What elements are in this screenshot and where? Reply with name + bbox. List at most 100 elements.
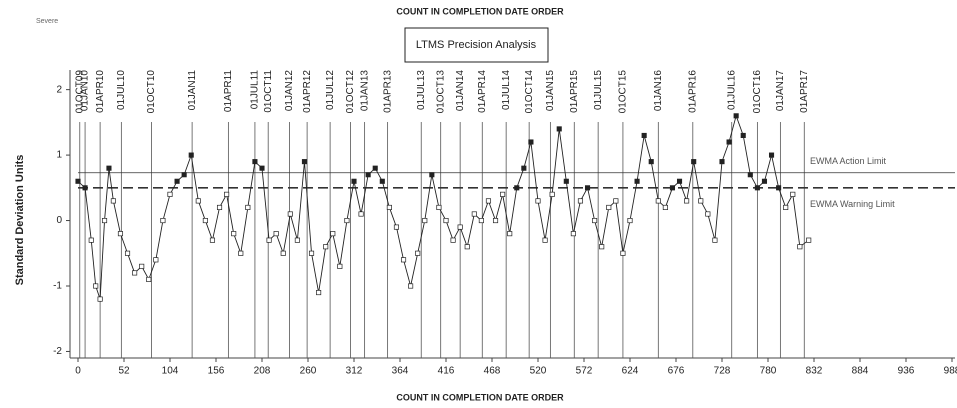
point	[606, 204, 612, 211]
series-line	[77, 114, 809, 300]
point	[514, 185, 520, 191]
point	[457, 224, 463, 230]
point	[662, 204, 668, 211]
point	[471, 211, 477, 217]
point	[691, 159, 697, 165]
date-label: 01APR13	[382, 70, 393, 113]
point	[216, 204, 223, 211]
point	[790, 191, 796, 197]
date-label: 01JAN17	[775, 70, 786, 112]
point	[507, 231, 513, 237]
y-tick-label: -2	[53, 346, 62, 357]
point	[372, 165, 378, 171]
point	[627, 217, 633, 224]
x-tick-label: 52	[118, 366, 130, 377]
point	[82, 185, 88, 191]
point	[500, 191, 506, 197]
point	[386, 204, 392, 211]
date-label: 01OCT13	[435, 70, 446, 114]
point	[415, 250, 421, 256]
date-label: 01OCT12	[345, 70, 356, 114]
x-tick-label: 728	[714, 366, 731, 377]
date-label: 01JUL16	[726, 70, 737, 110]
point	[160, 217, 166, 224]
point	[450, 237, 456, 243]
point	[330, 231, 336, 237]
date-label: 01JAN11	[187, 70, 198, 111]
reference-label: EWMA Action Limit	[810, 156, 887, 166]
point	[379, 178, 385, 184]
point	[400, 257, 407, 263]
x-tick-label: 156	[208, 366, 225, 377]
y-tick-label: 0	[56, 215, 62, 226]
point	[485, 198, 492, 204]
point	[93, 283, 99, 289]
x-axis-label: COUNT IN COMPLETION DATE ORDER	[396, 392, 564, 402]
point	[747, 172, 753, 178]
chart-title: LTMS Precision Analysis	[416, 39, 537, 51]
point	[153, 257, 159, 263]
point	[563, 178, 569, 184]
x-tick-label: 208	[254, 366, 271, 377]
point	[613, 198, 619, 204]
point	[75, 178, 81, 184]
x-tick-label: 832	[806, 366, 823, 377]
point	[698, 198, 704, 204]
point	[167, 191, 173, 197]
point	[634, 178, 640, 184]
point	[577, 198, 584, 204]
point	[641, 132, 647, 139]
point	[719, 159, 725, 165]
point	[443, 217, 449, 224]
date-label: 01APR17	[799, 70, 810, 113]
x-tick-label: 520	[530, 366, 547, 377]
point	[535, 198, 541, 204]
date-label: 01JUL15	[593, 70, 604, 110]
point	[570, 231, 576, 237]
point	[684, 198, 690, 204]
point	[308, 250, 315, 256]
point	[478, 217, 484, 224]
point	[542, 237, 548, 243]
point	[344, 217, 350, 224]
point	[705, 211, 711, 217]
point	[599, 244, 605, 250]
point	[124, 250, 131, 256]
date-label: 01OCT16	[752, 70, 763, 114]
point	[337, 263, 343, 269]
x-tick-label: 0	[75, 366, 81, 377]
date-label: 01JUL14	[501, 70, 512, 110]
point	[806, 237, 812, 243]
point	[648, 159, 654, 165]
date-label: 01APR10	[95, 70, 106, 113]
point	[106, 165, 112, 171]
point	[266, 237, 272, 243]
point	[549, 191, 555, 197]
point	[110, 198, 116, 204]
date-label: 01JUL11	[250, 70, 261, 110]
point	[188, 152, 194, 158]
x-tick-label: 988	[944, 366, 957, 377]
point	[316, 289, 322, 296]
point	[556, 126, 562, 132]
point	[202, 217, 208, 224]
point	[592, 217, 598, 224]
x-tick-label: 104	[162, 366, 179, 377]
point	[365, 172, 371, 178]
point	[422, 217, 428, 224]
x-tick-label: 312	[346, 366, 363, 377]
x-tick-label: 416	[438, 366, 455, 377]
x-tick-label: 260	[300, 366, 317, 377]
point	[464, 244, 470, 250]
point	[181, 172, 187, 178]
point	[733, 113, 739, 119]
point	[209, 237, 216, 243]
date-label: 01JAN10	[80, 70, 91, 112]
date-label: 01JAN15	[545, 70, 556, 112]
point	[669, 185, 676, 191]
point	[358, 211, 364, 217]
point	[238, 250, 244, 256]
point	[761, 178, 768, 184]
date-label: 01OCT15	[618, 70, 629, 114]
point	[117, 231, 124, 237]
